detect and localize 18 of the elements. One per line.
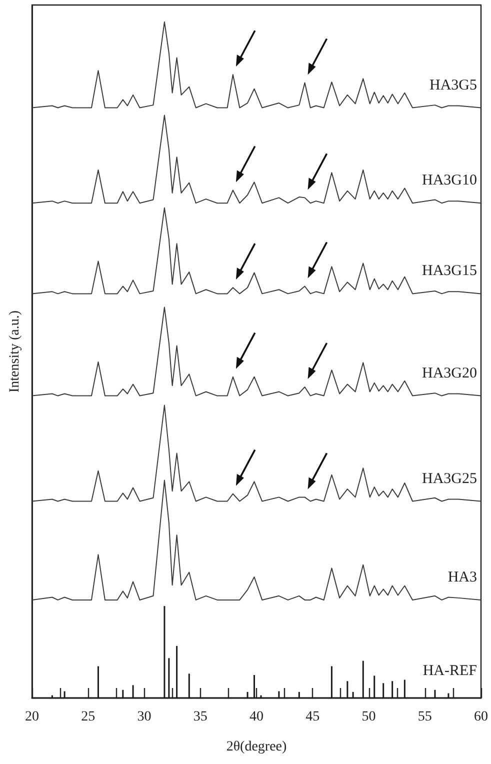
series-label: HA3G15	[422, 263, 477, 280]
x-tick-label: 30	[137, 710, 152, 724]
x-tick-label: 50	[362, 710, 376, 724]
x-tick-label: 25	[81, 710, 96, 724]
x-tick-label: 55	[418, 710, 432, 724]
x-tick-label: 60	[474, 710, 488, 724]
x-tick-label: 45	[306, 710, 320, 724]
series-label: HA3G5	[430, 77, 477, 94]
series-label: HA3G25	[422, 470, 477, 487]
x-axis-title: 2θ(degree)	[226, 740, 287, 754]
y-axis-title: Intensity (a.u.)	[8, 310, 22, 393]
series-label: HA3G20	[422, 365, 477, 382]
series-label: HA3	[448, 569, 478, 586]
x-tick-label: 35	[193, 710, 208, 724]
x-tick-label: 20	[25, 710, 39, 724]
x-tick-label: 40	[250, 710, 264, 724]
series-label: HA-REF	[422, 662, 477, 679]
series-label: HA3G10	[422, 172, 477, 189]
